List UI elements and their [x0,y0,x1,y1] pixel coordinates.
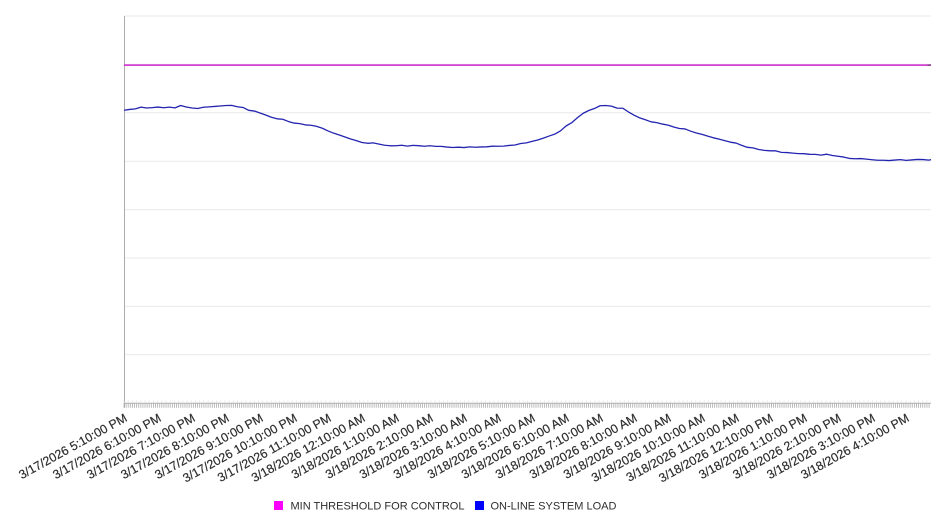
svg-text:ON-LINE SYSTEM LOAD: ON-LINE SYSTEM LOAD [491,501,617,513]
svg-text:MIN THRESHOLD FOR CONTROL: MIN THRESHOLD FOR CONTROL [291,501,465,513]
